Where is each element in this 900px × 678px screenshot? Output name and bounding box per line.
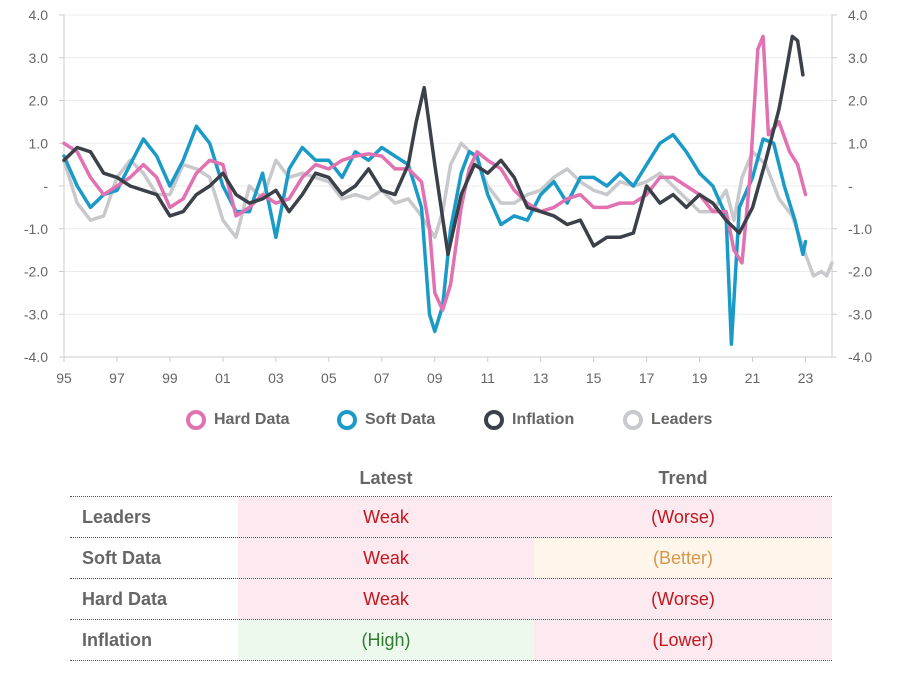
legend-label: Leaders: [651, 411, 713, 428]
legend-label: Hard Data: [214, 411, 290, 428]
latest-cell: Weak: [238, 538, 534, 578]
x-tick-label: 13: [533, 370, 549, 386]
trend-cell: (Better): [534, 538, 832, 578]
x-tick-label: 05: [321, 370, 337, 386]
table-header: Latest Trend: [70, 460, 832, 496]
header-latest: Latest: [359, 467, 413, 488]
x-tick-label: 99: [162, 370, 178, 386]
legend-marker-icon: [337, 410, 357, 430]
x-tick-label: 17: [639, 370, 655, 386]
header-blank: [70, 460, 238, 496]
legend-marker-icon: [484, 410, 504, 430]
table-row: Inflation (High) (Lower): [70, 619, 832, 661]
status-table: Latest Trend Leaders Weak (Worse) Soft D…: [70, 460, 832, 661]
y-tick-label: -4.0: [24, 349, 48, 365]
legend-item[interactable]: Inflation: [484, 410, 574, 430]
x-tick-label: 15: [586, 370, 602, 386]
y-tick-label: 4.0: [848, 7, 868, 23]
series-line-leaders: [62, 141, 834, 278]
y-tick-label: -3.0: [848, 306, 872, 322]
latest-cell: (High): [238, 620, 534, 660]
legend: Hard Data Soft Data Inflation Leaders: [0, 410, 900, 436]
y-tick-label: -3.0: [24, 306, 48, 322]
trend-cell: (Worse): [534, 579, 832, 619]
latest-cell: Weak: [238, 579, 534, 619]
legend-item[interactable]: Leaders: [623, 410, 712, 430]
latest-cell: Weak: [238, 497, 534, 537]
legend-marker-icon: [623, 410, 643, 430]
trend-cell: (Worse): [534, 497, 832, 537]
x-axis-labels: 95 97 99 01 03 05 07 09 11 13 15 17 19 21 23: [56, 370, 813, 386]
table-row: Soft Data Weak (Better): [70, 537, 832, 578]
y-tick-label: 2.0: [29, 93, 49, 109]
table-row: Hard Data Weak (Worse): [70, 578, 832, 619]
y-tick-label: -: [848, 178, 853, 194]
y-tick-label: -4.0: [848, 349, 872, 365]
row-label: Inflation: [82, 629, 152, 650]
x-tick-label: 95: [56, 370, 72, 386]
header-trend: Trend: [658, 467, 708, 488]
trend-cell: (Lower): [534, 620, 832, 660]
y-tick-label: -2.0: [24, 264, 48, 280]
y-tick-label: -: [43, 178, 48, 194]
y-tick-label: -2.0: [848, 264, 872, 280]
legend-label: Soft Data: [365, 411, 436, 428]
line-chart: 4.03.02.01.0--1.0-2.0-3.0-4.0 4.03.02.01…: [24, 7, 872, 386]
y-tick-label: 3.0: [29, 50, 49, 66]
series-line-inflation: [62, 34, 805, 257]
legend-label: Inflation: [512, 411, 575, 428]
y-tick-label: 3.0: [848, 50, 868, 66]
legend-item[interactable]: Hard Data: [186, 410, 290, 430]
x-tick-label: 97: [109, 370, 125, 386]
y-tick-label: 1.0: [848, 135, 868, 151]
axes: [59, 14, 837, 362]
y-axis-right-labels: 4.0 3.0 2.0 1.0 - -1.0 -2.0 -3.0 -4.0: [848, 7, 872, 365]
x-tick-label: 09: [427, 370, 443, 386]
x-tick-label: 23: [798, 370, 814, 386]
y-tick-label: -1.0: [848, 221, 872, 237]
y-tick-label: 1.0: [29, 135, 49, 151]
x-tick-label: 11: [480, 370, 495, 386]
y-tick-label: 2.0: [848, 93, 868, 109]
row-label: Hard Data: [82, 588, 168, 609]
x-tick-label: 07: [374, 370, 390, 386]
legend-item[interactable]: Soft Data: [337, 410, 435, 430]
table-row: Leaders Weak (Worse): [70, 496, 832, 537]
row-label: Soft Data: [82, 547, 162, 568]
y-axis-left-labels: 4.0 3.0 2.0 1.0 - -1.0 -2.0 -3.0 -4.0: [24, 7, 48, 365]
x-tick-label: 01: [215, 370, 231, 386]
row-label: Leaders: [82, 506, 152, 527]
y-tick-label: -1.0: [24, 221, 48, 237]
series-line-soft-data: [62, 124, 808, 346]
x-tick-label: 03: [268, 370, 284, 386]
x-tick-label: 19: [692, 370, 708, 386]
x-tick-label: 21: [745, 370, 761, 386]
y-tick-label: 4.0: [29, 7, 49, 23]
legend-marker-icon: [186, 410, 206, 430]
series-lines: [62, 34, 834, 346]
